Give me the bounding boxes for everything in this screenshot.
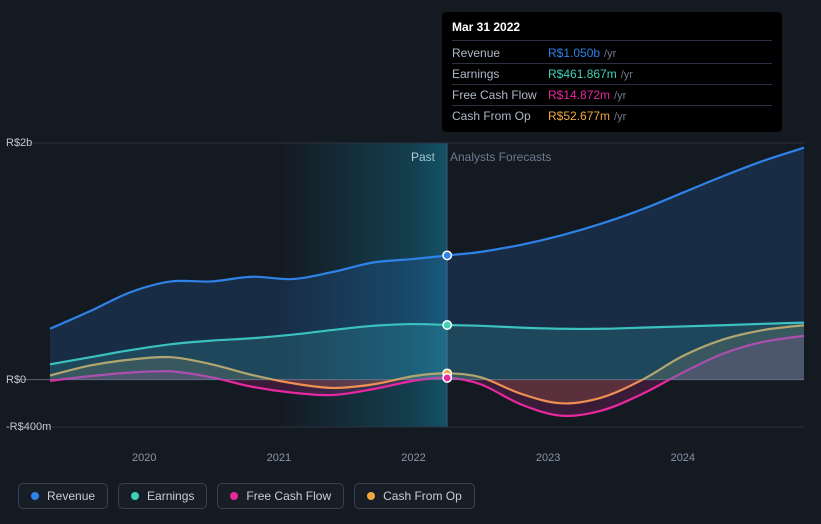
tooltip-row-value: R$52.677m — [548, 109, 610, 123]
tooltip-row: EarningsR$461.867m/yr — [452, 64, 772, 85]
marker-revenue — [443, 251, 451, 259]
legend-label: Free Cash Flow — [246, 489, 331, 503]
tooltip-row-label: Revenue — [452, 46, 548, 60]
legend-swatch — [230, 492, 238, 500]
legend-item-cash_from_op[interactable]: Cash From Op — [354, 483, 475, 509]
legend: Revenue Earnings Free Cash Flow Cash From O… — [18, 483, 475, 509]
tooltip-row: RevenueR$1.050b/yr — [452, 43, 772, 64]
tooltip-rows: RevenueR$1.050b/yrEarningsR$461.867m/yrF… — [452, 43, 772, 126]
x-tick-label: 2024 — [671, 452, 695, 464]
legend-label: Earnings — [147, 489, 194, 503]
tooltip-row: Free Cash FlowR$14.872m/yr — [452, 85, 772, 106]
x-tick-label: 2021 — [267, 452, 291, 464]
marker-earnings — [443, 321, 451, 329]
y-tick-label: -R$400m — [6, 421, 51, 433]
tooltip-row-label: Cash From Op — [452, 109, 548, 123]
x-tick-label: 2023 — [536, 452, 560, 464]
y-tick-label: R$2b — [6, 137, 32, 149]
tooltip-row: Cash From OpR$52.677m/yr — [452, 106, 772, 126]
x-tick-label: 2020 — [132, 452, 156, 464]
legend-swatch — [131, 492, 139, 500]
tooltip-row-value: R$461.867m — [548, 67, 617, 81]
tooltip-row-unit: /yr — [614, 111, 626, 123]
tooltip-row-value: R$1.050b — [548, 46, 600, 60]
legend-item-free_cash_flow[interactable]: Free Cash Flow — [217, 483, 344, 509]
chart-tooltip: Mar 31 2022 RevenueR$1.050b/yrEarningsR$… — [442, 12, 782, 132]
x-tick-label: 2022 — [401, 452, 425, 464]
chart-svg — [18, 125, 804, 445]
tooltip-title: Mar 31 2022 — [452, 20, 772, 41]
tooltip-row-value: R$14.872m — [548, 88, 610, 102]
legend-swatch — [31, 492, 39, 500]
tooltip-row-label: Free Cash Flow — [452, 88, 548, 102]
tooltip-row-unit: /yr — [614, 90, 626, 102]
tooltip-row-label: Earnings — [452, 67, 548, 81]
tooltip-row-unit: /yr — [621, 69, 633, 81]
legend-item-revenue[interactable]: Revenue — [18, 483, 108, 509]
legend-swatch — [367, 492, 375, 500]
tooltip-row-unit: /yr — [604, 48, 616, 60]
legend-item-earnings[interactable]: Earnings — [118, 483, 207, 509]
legend-label: Revenue — [47, 489, 95, 503]
marker-free_cash_flow — [443, 374, 451, 382]
y-tick-label: R$0 — [6, 374, 26, 386]
legend-label: Cash From Op — [383, 489, 462, 503]
chart[interactable] — [18, 125, 804, 445]
